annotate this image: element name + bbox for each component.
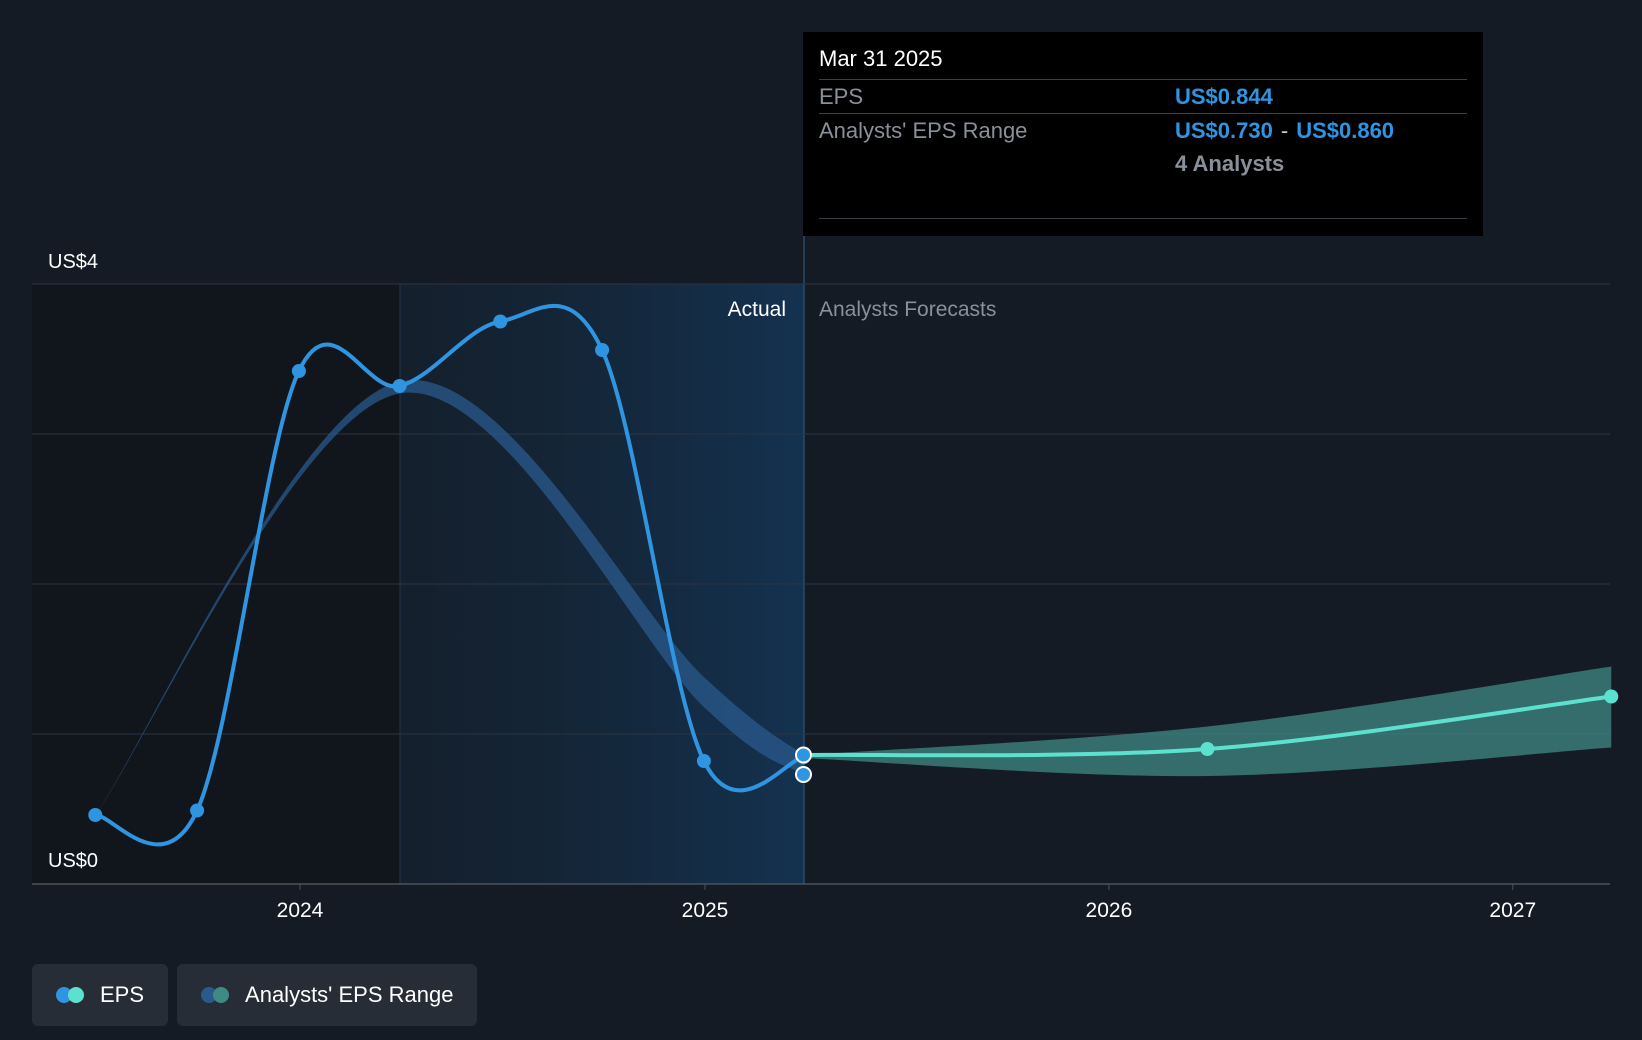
forecast-label: Analysts Forecasts: [819, 298, 996, 321]
eps-points: [88, 314, 1619, 822]
x-tick-label: 2026: [1086, 899, 1133, 922]
highlight-point-high: [794, 746, 812, 764]
legend: EPS Analysts' EPS Range: [32, 964, 478, 1026]
tooltip-divider: [819, 218, 1467, 219]
range-band: [803, 666, 1612, 777]
eps-point: [493, 314, 508, 329]
range-legend-icon: [201, 987, 231, 1003]
tooltip-eps-value: US$0.844: [1175, 84, 1273, 109]
eps-line: [93, 303, 806, 847]
x-axis-ticks: 2024 2025 2026 2027: [277, 884, 1536, 922]
x-tick-label: 2027: [1489, 899, 1536, 922]
tooltip-range-label: Analysts' EPS Range: [819, 118, 1028, 143]
tooltip-range-high: US$0.860: [1296, 118, 1395, 143]
range-bands: [95, 380, 1612, 815]
legend-range-label: Analysts' EPS Range: [245, 982, 454, 1007]
tooltip-date: Mar 31 2025: [819, 46, 943, 71]
tooltip-range-low: US$0.730: [1175, 118, 1273, 143]
tooltip-eps-label: EPS: [819, 84, 864, 109]
tooltip-analysts-row: 4 Analysts: [819, 147, 1467, 180]
eps-point: [88, 808, 103, 822]
eps-point: [190, 803, 205, 818]
y-axis-top-label: US$4: [48, 251, 98, 273]
x-tick-label: 2025: [682, 899, 729, 922]
tooltip-range-row: Analysts' EPS Range US$0.730 - US$0.860: [819, 113, 1467, 147]
actual-label: Actual: [728, 298, 786, 321]
x-tick-label: 2024: [277, 899, 324, 922]
eps-point: [392, 379, 407, 393]
tooltip-eps-row: EPS US$0.844: [819, 79, 1467, 113]
eps-point: [1200, 742, 1215, 756]
eps-point: [595, 343, 610, 357]
tooltip-range-separator: -: [1280, 118, 1289, 143]
legend-eps-label: EPS: [100, 982, 145, 1007]
eps-point: [696, 754, 711, 768]
y-axis-bottom-label: US$0: [48, 850, 98, 872]
eps-point: [1604, 689, 1619, 704]
legend-item-eps[interactable]: EPS: [32, 964, 169, 1026]
legend-item-analysts-range[interactable]: Analysts' EPS Range: [177, 964, 478, 1026]
tooltip-analysts-count: 4 Analysts: [1175, 151, 1285, 176]
eps-point: [291, 364, 306, 378]
highlight-point-low: [794, 766, 812, 783]
data-tooltip: Mar 31 2025 EPS US$0.844 Analysts' EPS R…: [803, 32, 1483, 236]
eps-legend-icon: [56, 987, 86, 1003]
